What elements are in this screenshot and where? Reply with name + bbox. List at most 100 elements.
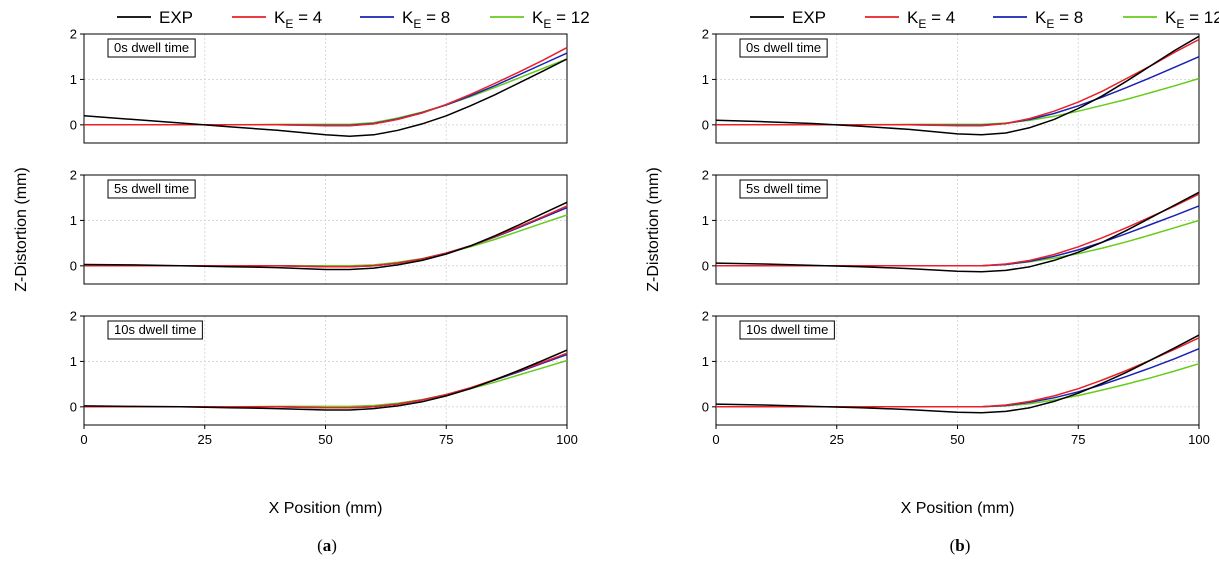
- y-tick-label: 1: [70, 213, 77, 228]
- legend-subscript: E: [285, 17, 293, 31]
- dwell-time-label: 0s dwell time: [107, 38, 196, 58]
- dwell-time-box: [739, 38, 828, 58]
- legend-label-k8: KE = 8: [1035, 8, 1083, 31]
- dwell-time-label: 5s dwell time: [107, 179, 196, 199]
- y-tick-label: 2: [702, 168, 709, 183]
- dwell-time-text: 0s dwell time: [114, 40, 189, 55]
- series-line-exp: [83, 201, 568, 271]
- legend-item-k8: KE = 8: [360, 8, 450, 31]
- series-line-exp: [715, 35, 1200, 136]
- legend-item-k8: KE = 8: [993, 8, 1083, 31]
- y-tick-label: 0: [702, 258, 709, 273]
- legend-name: K: [274, 8, 286, 27]
- legend-b: EXP KE = 4 KE = 8 KE = 12: [750, 8, 1219, 31]
- panel-b-2: 0 1 2 5s dwell time: [702, 168, 1200, 285]
- dwell-time-text: 5s dwell time: [746, 181, 821, 196]
- x-tick-label: 0: [80, 432, 87, 447]
- legend-rest: = 8: [1054, 8, 1083, 27]
- legend-subscript: E: [918, 17, 926, 31]
- x-tick-label: 100: [1188, 432, 1210, 447]
- dwell-time-label: 5s dwell time: [739, 179, 828, 199]
- y-tick-label: 2: [70, 27, 77, 42]
- legend-item-k12: KE = 12: [1123, 8, 1219, 31]
- legend-subscript: E: [543, 17, 551, 31]
- x-tick-label: 50: [318, 432, 332, 447]
- dwell-time-text: 0s dwell time: [746, 40, 821, 55]
- legend-name: K: [907, 8, 919, 27]
- x-tick-label: 75: [439, 432, 453, 447]
- legend-layer: EXP KE = 4 KE = 8 KE = 12 EXP KE = 4 KE = 8 KE …: [117, 8, 1219, 31]
- dwell-time-box: [107, 320, 203, 340]
- dwell-time-box: [107, 38, 196, 58]
- y-tick-label: 0: [70, 258, 77, 273]
- chart-b: 0 1 2 0s dwell time 0 1 2 5s dwell time 0 1 2 10s d…: [645, 27, 1210, 518]
- panel-a-3: 0 1 2 10s dwell time: [70, 309, 568, 426]
- series-line-exp: [715, 191, 1200, 273]
- legend-item-exp: EXP: [750, 8, 826, 27]
- figure-caption-a: (a): [317, 536, 337, 555]
- y-tick-label: 0: [70, 399, 77, 414]
- legend-subscript: E: [1046, 17, 1054, 31]
- series-line-k12: [84, 359, 568, 408]
- legend-name: K: [1035, 8, 1047, 27]
- y-axis-label: Z-Distortion (mm): [13, 167, 30, 291]
- plot-frame: [83, 174, 568, 285]
- x-tick-label: 25: [830, 432, 844, 447]
- legend-label-exp: EXP: [159, 8, 193, 27]
- x-axis-label: X Position (mm): [901, 500, 1015, 517]
- panel-a-1: 0 1 2 0s dwell time: [70, 27, 568, 144]
- dwell-time-label: 10s dwell time: [107, 320, 203, 340]
- y-tick-label: 1: [70, 72, 77, 87]
- dwell-time-text: 10s dwell time: [114, 322, 196, 337]
- panel-b-3: 0 1 2 10s dwell time: [702, 309, 1200, 426]
- legend-subscript: E: [413, 17, 421, 31]
- caption-open: (: [317, 536, 323, 555]
- dwell-time-text: 10s dwell time: [746, 322, 828, 337]
- y-tick-label: 2: [702, 309, 709, 324]
- dwell-time-text: 5s dwell time: [114, 181, 189, 196]
- caption-layer: (a) (b): [317, 536, 970, 555]
- y-tick-label: 1: [70, 354, 77, 369]
- y-tick-label: 0: [702, 399, 709, 414]
- caption-close: ): [331, 536, 337, 555]
- x-tick-label: 100: [556, 432, 578, 447]
- dwell-time-box: [107, 179, 196, 199]
- legend-item-k4: KE = 4: [865, 8, 955, 31]
- legend-rest: = 12: [1184, 8, 1219, 27]
- legend-a: EXP KE = 4 KE = 8 KE = 12: [117, 8, 590, 31]
- y-tick-label: 1: [702, 354, 709, 369]
- y-tick-label: 2: [70, 309, 77, 324]
- y-tick-label: 1: [702, 213, 709, 228]
- caption-letter: a: [323, 536, 332, 555]
- legend-name: EXP: [159, 8, 193, 27]
- legend-name: K: [532, 8, 544, 27]
- legend-item-k12: KE = 12: [490, 8, 590, 31]
- y-tick-label: 2: [702, 27, 709, 42]
- y-tick-label: 0: [70, 117, 77, 132]
- caption-close: ): [965, 536, 971, 555]
- x-axis-label: X Position (mm): [269, 500, 383, 517]
- plot-frame: [83, 33, 568, 144]
- legend-label-k4: KE = 4: [907, 8, 955, 31]
- dwell-time-box: [739, 320, 835, 340]
- plot-frame: [715, 174, 1200, 285]
- legend-name: K: [1165, 8, 1177, 27]
- x-tick-label: 75: [1071, 432, 1085, 447]
- legend-label-k12: KE = 12: [1165, 8, 1219, 31]
- figure-caption-b: (b): [950, 536, 971, 555]
- legend-label-exp: EXP: [792, 8, 826, 27]
- panel-a-2: 0 1 2 5s dwell time: [70, 168, 568, 285]
- legend-name: K: [402, 8, 414, 27]
- series-line-k12: [716, 77, 1200, 126]
- x-tick-label: 0: [712, 432, 719, 447]
- chart-a: 0 1 2 0s dwell time 0 1 2 5s dwell time 0 1 2 10s d…: [13, 27, 578, 518]
- series-line-exp: [83, 349, 568, 411]
- y-tick-label: 2: [70, 168, 77, 183]
- y-tick-label: 0: [702, 117, 709, 132]
- dwell-time-label: 0s dwell time: [739, 38, 828, 58]
- legend-subscript: E: [1176, 17, 1184, 31]
- dwell-time-label: 10s dwell time: [739, 320, 835, 340]
- legend-name: EXP: [792, 8, 826, 27]
